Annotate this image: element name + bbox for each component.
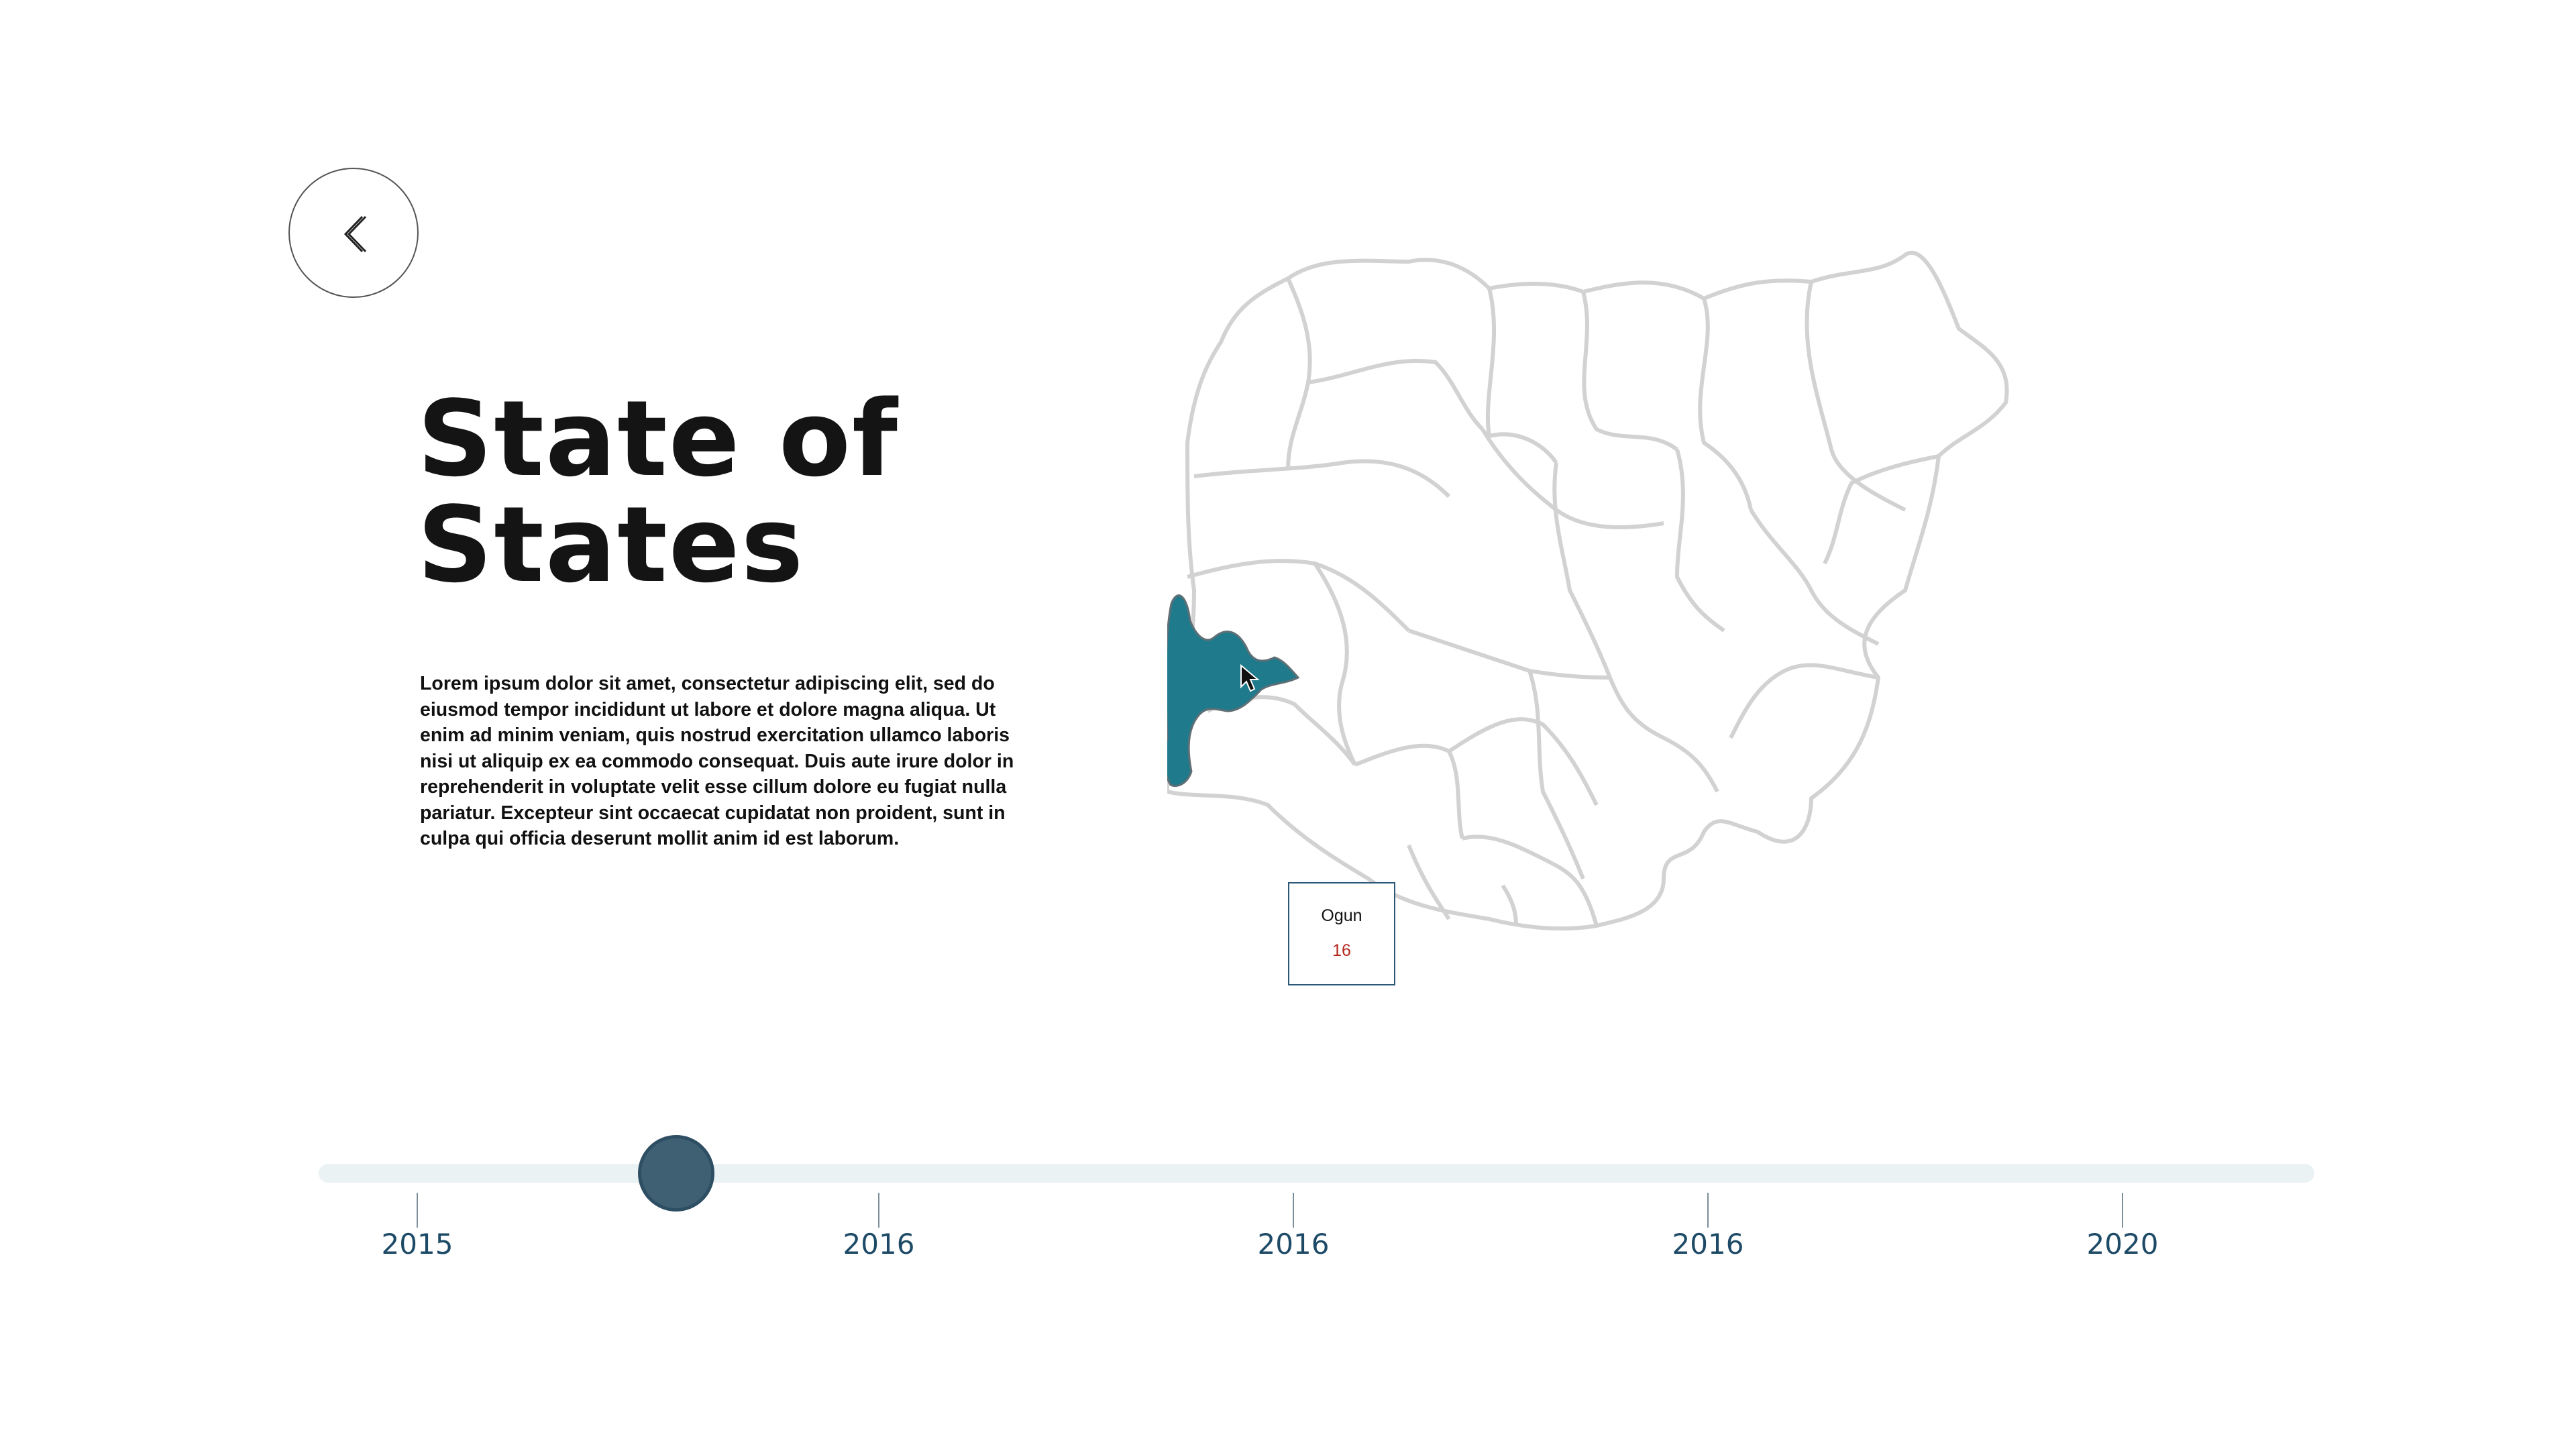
timeline-label[interactable]: 2016 — [1672, 1228, 1744, 1260]
map-state-boundary — [1407, 844, 1451, 920]
map-state-boundary — [1501, 884, 1518, 926]
map-state-boundary — [1448, 717, 1599, 806]
map-state-boundary — [1581, 291, 1678, 451]
map-state-boundary — [1552, 462, 1612, 679]
timeline-label[interactable]: 2016 — [843, 1228, 915, 1260]
map-state-boundary — [1307, 358, 1485, 431]
map-state-boundary — [1805, 281, 1907, 512]
map-state-boundary — [1462, 835, 1599, 926]
timeline-tick — [1707, 1193, 1709, 1228]
timeline-track[interactable] — [319, 1164, 2314, 1183]
tooltip-state-name: Ogun — [1321, 906, 1362, 925]
page-description: Lorem ipsum dolor sit amet, consectetur … — [420, 673, 1014, 849]
map-state-ogun[interactable] — [1167, 594, 1300, 788]
map-state-boundary — [1313, 562, 1357, 766]
page-title-line-2: States — [417, 484, 805, 606]
map-state-boundary — [1481, 428, 1664, 529]
map-state-boundary — [1408, 629, 1611, 680]
map-state-boundary — [1527, 670, 1585, 880]
map-state-boundary — [1698, 298, 1753, 511]
cursor-pointer-icon — [1240, 663, 1260, 692]
timeline-label[interactable]: 2020 — [2086, 1228, 2159, 1260]
year-timeline-slider[interactable]: 2015 2016 2016 2016 2020 — [319, 1135, 2314, 1298]
map-state-boundary — [1286, 277, 1312, 470]
chevron-left-icon — [343, 215, 367, 253]
nigeria-states-map — [1167, 251, 2009, 931]
page-title-line-1: State of — [417, 378, 899, 500]
timeline-tick — [878, 1193, 879, 1228]
map-state-boundary — [1193, 459, 1451, 498]
map-state-boundary — [1485, 288, 1558, 464]
map-state-boundary — [1608, 676, 1719, 793]
timeline-tick — [1293, 1193, 1294, 1228]
map-state-boundary — [1675, 449, 1725, 633]
timeline-label[interactable]: 2015 — [381, 1228, 453, 1260]
map-state-boundary — [1354, 743, 1464, 839]
timeline-tick — [2122, 1193, 2123, 1228]
timeline-label[interactable]: 2016 — [1257, 1228, 1330, 1260]
map-state-boundary — [1729, 663, 1879, 739]
timeline-tick — [417, 1193, 418, 1228]
tooltip-state-value: 16 — [1332, 941, 1351, 960]
map-state-boundary — [1749, 508, 1880, 646]
page-title: State of States — [417, 386, 899, 598]
state-tooltip: Ogun 16 — [1288, 882, 1395, 985]
back-button[interactable] — [288, 168, 419, 298]
map-state-boundary — [1187, 559, 1411, 633]
map-state-boundary — [1823, 454, 1939, 565]
timeline-slider-knob[interactable] — [637, 1135, 714, 1212]
